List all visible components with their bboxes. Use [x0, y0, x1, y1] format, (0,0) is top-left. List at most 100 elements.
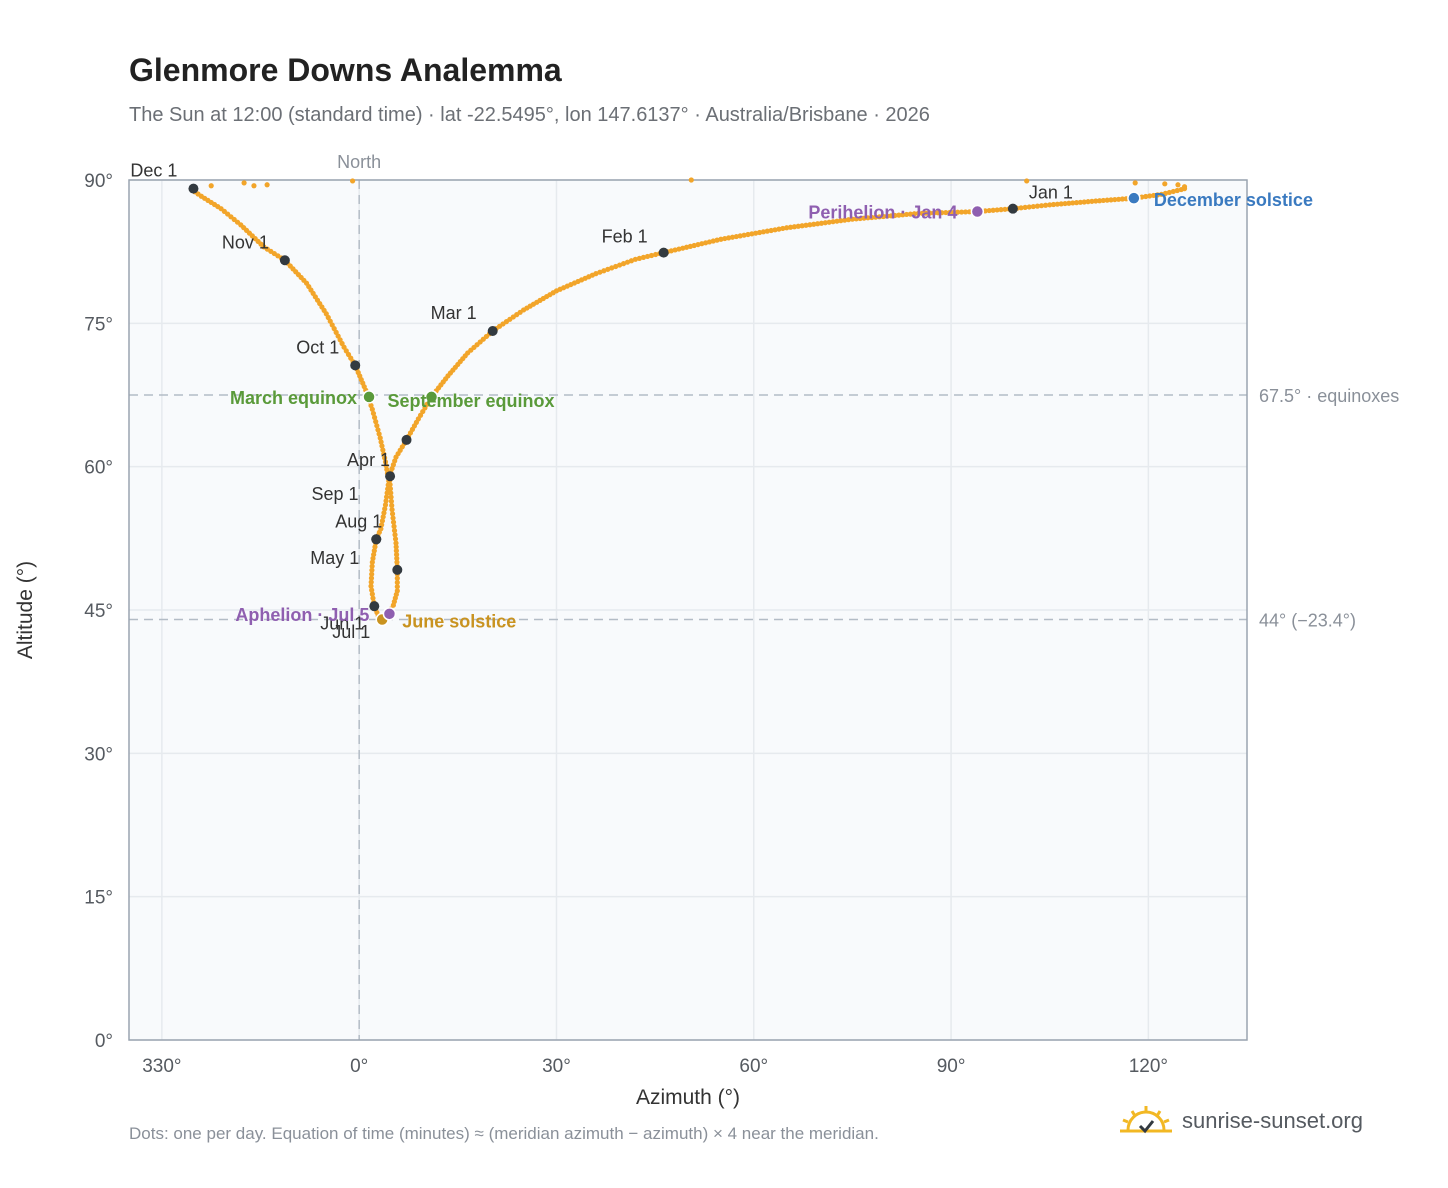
day-dot: [1026, 204, 1032, 210]
day-dot: [780, 225, 786, 232]
day-dot: [1024, 178, 1030, 184]
day-dot: [718, 236, 724, 242]
day-dot: [388, 490, 394, 496]
day-dot: [394, 559, 400, 565]
day-dot: [208, 183, 214, 189]
day-dot: [380, 447, 386, 453]
day-dot: [389, 511, 396, 517]
day-dot: [764, 228, 770, 234]
day-dot: [994, 207, 1000, 213]
x-tick-label: 60°: [739, 1056, 768, 1077]
event-marker: [382, 607, 397, 621]
y-tick-label: 60°: [84, 458, 113, 479]
day-dot: [776, 226, 782, 232]
day-dot: [1038, 203, 1045, 209]
day-dot: [1089, 198, 1095, 204]
day-dot: [390, 515, 396, 521]
day-dot: [392, 532, 398, 538]
day-dot: [597, 269, 603, 275]
day-dot: [369, 563, 375, 569]
day-dot: [387, 481, 393, 488]
day-dot: [923, 210, 929, 216]
day-dot: [391, 523, 397, 529]
day-dot: [1166, 189, 1172, 196]
day-dot: [369, 567, 375, 573]
y-tick-label: 45°: [84, 601, 113, 622]
month-marker: [487, 325, 498, 336]
day-dot: [370, 555, 376, 562]
day-dot: [838, 218, 844, 224]
day-dot: [1162, 181, 1168, 187]
day-dot: [911, 211, 917, 217]
day-dot: [624, 259, 631, 265]
x-tick-label: 120°: [1129, 1056, 1168, 1077]
day-dot: [381, 451, 387, 457]
brand-name: sunrise-sunset.org: [1182, 1108, 1363, 1133]
day-dot: [1162, 190, 1169, 196]
day-dot: [1104, 197, 1110, 203]
day-dot: [753, 230, 759, 236]
day-dot: [368, 575, 375, 581]
day-dot: [849, 216, 856, 222]
day-dot: [379, 522, 385, 528]
day-dot: [1100, 197, 1106, 204]
event-label: December solstice: [1154, 190, 1313, 210]
day-dot: [861, 215, 867, 221]
month-marker: [369, 601, 380, 612]
event-label: June solstice: [402, 612, 516, 632]
day-dot: [1034, 203, 1041, 209]
y-axis-title: Altitude (°): [14, 561, 37, 659]
day-dot: [628, 258, 635, 264]
day-dot: [613, 263, 619, 270]
day-dot: [620, 261, 627, 267]
day-dot: [370, 595, 376, 601]
meridian-line: North: [337, 152, 381, 1040]
month-label: Sep 1: [311, 484, 358, 504]
day-dot: [1151, 192, 1157, 199]
day-dot: [745, 231, 751, 238]
event-marker: [424, 390, 439, 404]
day-dot: [880, 213, 886, 220]
day-dot: [931, 210, 937, 216]
month-marker: [1007, 203, 1018, 214]
brand-logo[interactable]: sunrise-sunset.org: [1120, 1104, 1363, 1138]
day-dot: [383, 498, 389, 504]
day-dot: [768, 227, 774, 234]
reference-lines: 67.5° · equinoxes 44° (−23.4°): [129, 386, 1399, 631]
day-dot: [374, 423, 380, 429]
event-label: Perihelion · Jan 4: [808, 203, 957, 223]
event-label: September equinox: [388, 391, 555, 411]
day-dot: [1050, 201, 1057, 208]
day-dot: [1174, 187, 1180, 194]
day-dot: [632, 256, 638, 262]
sun-check-icon: [1120, 1106, 1172, 1134]
event-marker: [970, 204, 985, 219]
day-dot: [1181, 184, 1188, 190]
day-dot: [939, 210, 945, 216]
day-dot: [737, 233, 743, 239]
day-dot: [892, 212, 898, 219]
day-dot: [394, 579, 400, 586]
day-dot: [962, 209, 969, 215]
day-dot: [818, 220, 825, 226]
month-marker: [392, 564, 403, 575]
day-dot: [915, 210, 921, 217]
day-dot: [760, 229, 767, 235]
day-dot: [1147, 193, 1153, 199]
day-dot: [652, 251, 659, 258]
day-dot: [869, 214, 875, 221]
day-dot: [842, 217, 848, 223]
day-dot: [756, 229, 763, 236]
day-dot: [1002, 206, 1008, 212]
day-dot: [990, 207, 996, 213]
day-dot: [888, 213, 894, 219]
day-dot: [919, 210, 925, 216]
day-dot: [382, 455, 388, 461]
month-label: Jan 1: [1029, 183, 1073, 203]
y-tick-label: 75°: [84, 314, 113, 335]
month-marker: [385, 471, 396, 482]
y-tick-label: 0°: [95, 1031, 113, 1052]
day-dot: [251, 183, 257, 189]
day-dot: [884, 213, 890, 219]
